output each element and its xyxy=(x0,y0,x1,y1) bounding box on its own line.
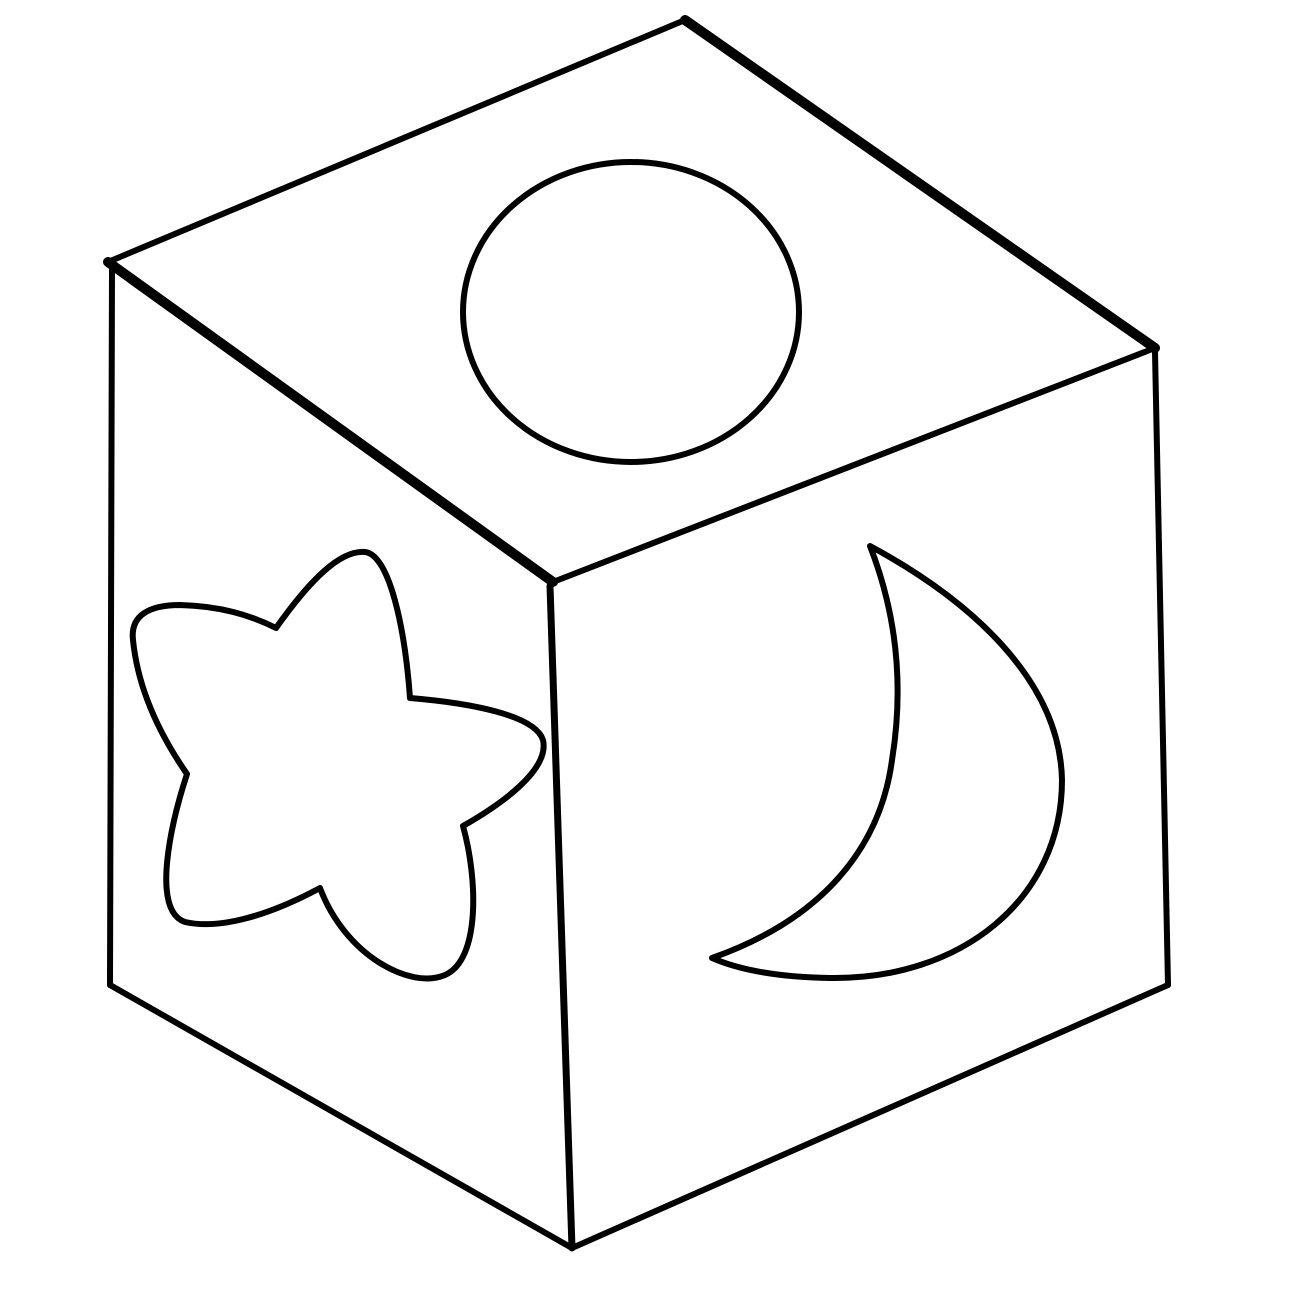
edge xyxy=(550,345,1158,585)
edge xyxy=(103,257,558,587)
moon xyxy=(709,543,1065,982)
right-face xyxy=(553,348,1168,1248)
edge xyxy=(569,982,1171,1251)
edge xyxy=(105,17,688,265)
star xyxy=(129,548,547,982)
edge xyxy=(107,982,575,1251)
circle xyxy=(460,159,802,465)
edge xyxy=(107,265,115,988)
edge xyxy=(546,582,576,1252)
cube xyxy=(103,15,1171,1252)
edge xyxy=(680,15,1160,353)
edge xyxy=(1152,349,1171,988)
